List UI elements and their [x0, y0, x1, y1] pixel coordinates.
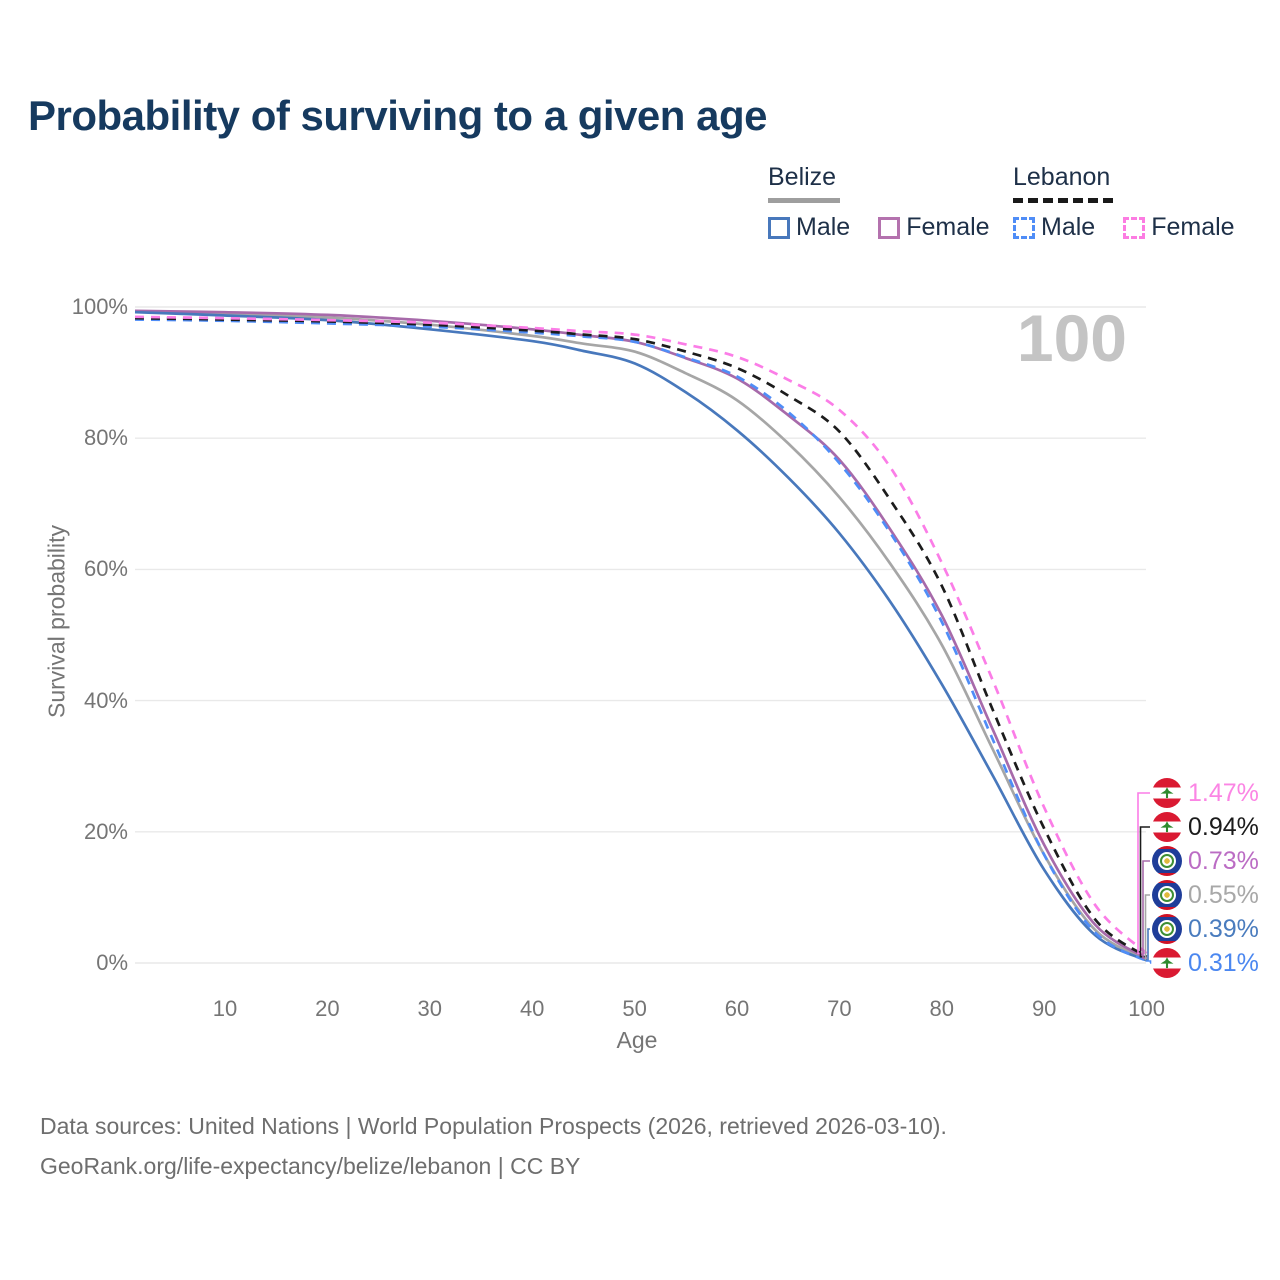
end-label-value: 1.47%	[1188, 778, 1259, 807]
end-label-value: 0.55%	[1188, 880, 1259, 909]
legend-underline-belize-solid	[768, 198, 840, 203]
x-tick-label-70: 70	[827, 996, 852, 1021]
legend-label: Female	[1151, 213, 1235, 241]
y-tick-label-0: 0%	[96, 950, 128, 975]
leader-line-belize_total	[1144, 894, 1150, 961]
leader-line-belize_female	[1142, 860, 1150, 959]
curve-lebanon_female	[134, 315, 1148, 955]
legend-underline-lebanon-dashed	[1013, 198, 1113, 203]
legend-group-lebanon: Lebanon Male Female	[1013, 163, 1263, 242]
end-label-row-lebanon_female: 1.47%	[1152, 778, 1259, 808]
age-counter-watermark: 100	[1016, 301, 1127, 375]
legend-group-belize: Belize Male Female	[768, 163, 1018, 242]
legend-item-lebanon-male[interactable]: Male	[1013, 213, 1095, 242]
legend-item-lebanon-female[interactable]: Female	[1123, 213, 1235, 242]
belize-female-swatch-icon	[878, 216, 901, 239]
lebanon-male-swatch-icon	[1013, 216, 1035, 239]
lebanon-flag-icon	[1152, 778, 1182, 808]
footer-attribution-line: GeoRank.org/life-expectancy/belize/leban…	[40, 1153, 581, 1179]
end-label-row-belize_total: 0.55%	[1152, 880, 1259, 910]
legend-label: Male	[1041, 213, 1096, 241]
y-tick-label-80: 80%	[83, 425, 128, 451]
legend-country-lebanon[interactable]: Lebanon	[1013, 163, 1111, 191]
belize-flag-icon	[1152, 880, 1182, 910]
end-label-value: 0.31%	[1188, 948, 1259, 977]
page-title: Probability of surviving to a given age	[28, 92, 767, 139]
lebanon-female-swatch-icon	[1123, 216, 1146, 239]
belize-flag-icon	[1152, 914, 1182, 944]
legend-label: Female	[906, 213, 990, 241]
x-tick-label-10: 10	[212, 996, 238, 1021]
end-label-row-lebanon_male: 0.31%	[1152, 948, 1259, 978]
curve-belize_total	[134, 310, 1148, 961]
leader-line-lebanon_male	[1146, 960, 1152, 964]
footer: Data sources: United Nations | World Pop…	[40, 1106, 947, 1186]
x-tick-label-30: 30	[417, 996, 443, 1021]
footer-sources-line: Data sources: United Nations | World Pop…	[40, 1113, 947, 1139]
legend-country-belize[interactable]: Belize	[768, 163, 837, 191]
end-label-value: 0.39%	[1188, 914, 1259, 943]
lebanon-flag-icon	[1152, 812, 1182, 842]
x-tick-label-20: 20	[315, 996, 340, 1021]
lebanon-flag-icon	[1152, 948, 1182, 978]
curve-belize_male	[134, 310, 1148, 962]
x-tick-label-90: 90	[1031, 996, 1057, 1021]
legend-label: Male	[796, 213, 851, 241]
y-tick-label-40: 40%	[83, 687, 128, 713]
belize-male-swatch-icon	[768, 216, 790, 239]
x-tick-label-80: 80	[929, 996, 955, 1021]
x-tick-label-60: 60	[724, 996, 750, 1021]
legend-item-belize-male[interactable]: Male	[768, 213, 850, 242]
x-axis-title: Age	[616, 1027, 658, 1053]
curve-lebanon_male	[134, 318, 1148, 963]
end-label-value: 0.73%	[1188, 846, 1259, 875]
legend-item-belize-female[interactable]: Female	[878, 213, 990, 242]
curve-belize_female	[134, 309, 1148, 960]
leader-line-lebanon_female	[1137, 792, 1150, 955]
x-tick-label-40: 40	[519, 996, 545, 1021]
y-tick-label-100: 100%	[71, 294, 128, 319]
x-tick-label-100: 100	[1128, 996, 1165, 1021]
belize-flag-icon	[1152, 846, 1182, 876]
end-label-row-belize_female: 0.73%	[1152, 846, 1259, 876]
curve-lebanon_total	[134, 316, 1148, 958]
end-label-value: 0.94%	[1188, 812, 1259, 841]
end-label-row-belize_male: 0.39%	[1152, 914, 1259, 944]
x-tick-label-50: 50	[622, 996, 647, 1021]
y-tick-label-60: 60%	[83, 556, 128, 582]
end-label-row-lebanon_total: 0.94%	[1152, 812, 1259, 842]
y-tick-label-20: 20%	[83, 818, 128, 844]
